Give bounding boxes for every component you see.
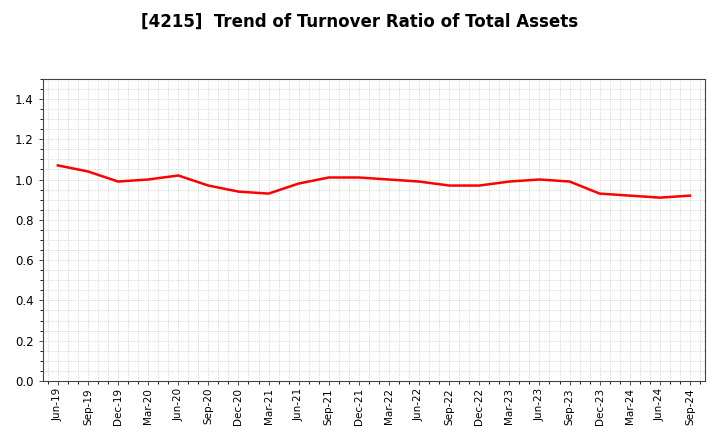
Text: [4215]  Trend of Turnover Ratio of Total Assets: [4215] Trend of Turnover Ratio of Total … <box>141 13 579 31</box>
